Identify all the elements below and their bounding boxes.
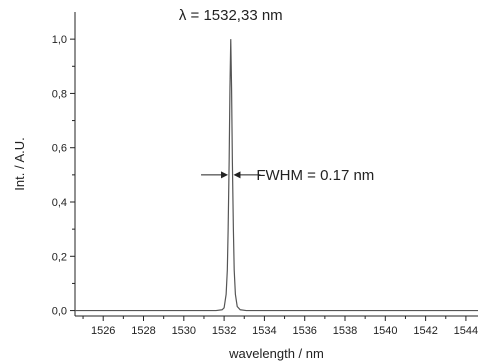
x-tick-label: 1536 [292,325,316,337]
x-tick-label: 1532 [212,325,236,337]
y-axis-ticks: 0,0 0,2 0,4 0,6 0,8 1,0 [52,34,75,318]
fwhm-left-arrowhead [221,171,229,179]
y-tick-label: 0,2 [52,251,67,263]
y-tick-label: 0,4 [52,197,67,209]
x-tick-label: 1534 [252,325,276,337]
y-tick-label: 0,0 [52,306,67,318]
x-tick-label: 1528 [131,325,155,337]
y-axis-title: Int. / A.U. [12,137,27,190]
x-axis-ticks: 1526 1528 1530 1532 1534 1536 1538 1540 1542 1544 [82,316,478,337]
fwhm-right-arrowhead [233,171,241,179]
y-tick-label: 1,0 [52,34,67,46]
fwhm-markers [201,171,261,179]
x-tick-label: 1530 [172,325,196,337]
y-tick-label: 0,6 [52,143,67,155]
x-tick-label: 1540 [373,325,397,337]
x-tick-label: 1542 [413,325,437,337]
y-tick-label: 0,8 [52,88,67,100]
peak-wavelength-annotation: λ = 1532,33 nm [179,7,283,24]
x-tick-label: 1538 [333,325,357,337]
fwhm-annotation: FWHM = 0.17 nm [256,167,374,184]
x-tick-label: 1526 [91,325,115,337]
x-axis-title: wavelength / nm [228,346,324,361]
spectrum-line [75,39,478,312]
x-tick-label: 1544 [454,325,478,337]
